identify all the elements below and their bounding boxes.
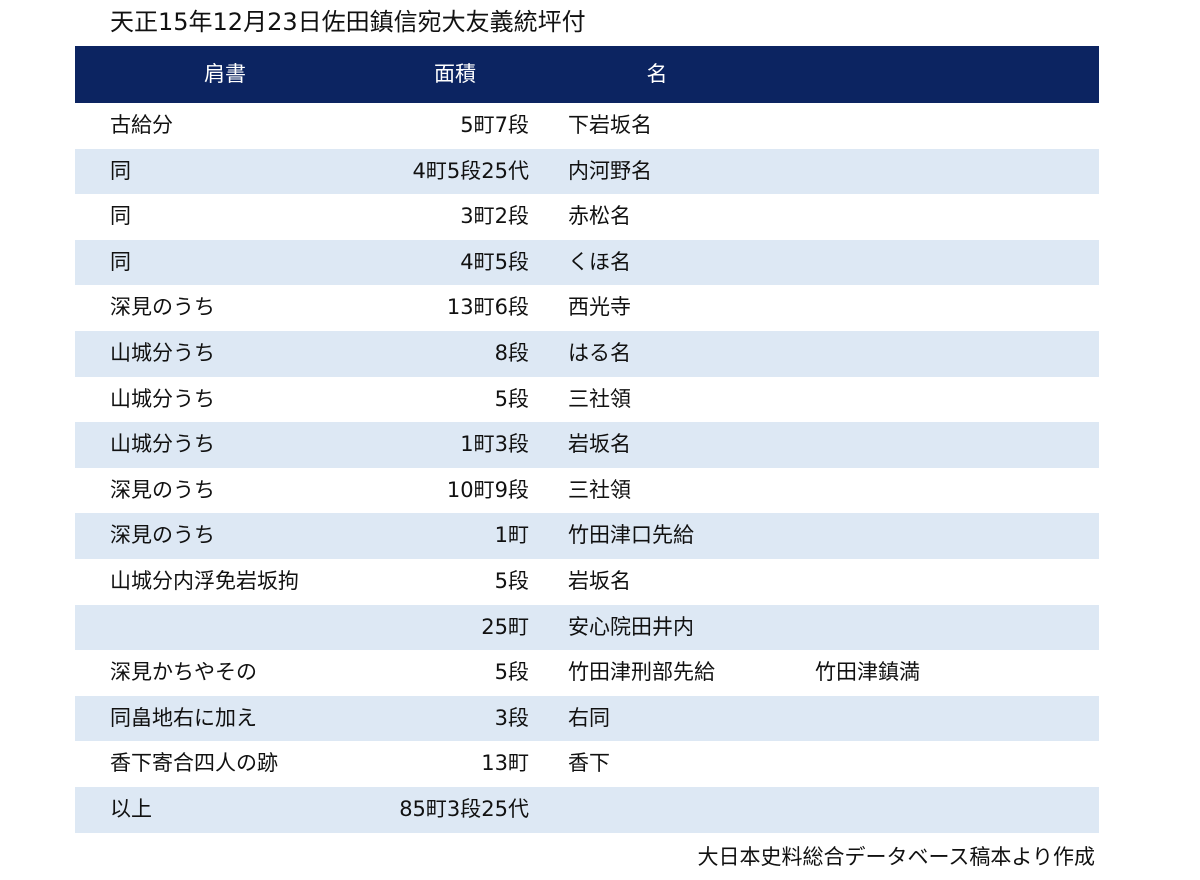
cell-area: 8段 (494, 341, 529, 365)
table-row: 香下寄合四人の跡 13町 香下 (75, 741, 1099, 787)
cell-role: 深見のうち (110, 477, 215, 502)
footnote: 大日本史料総合データベース稿本より作成 (697, 845, 1095, 869)
cell-name: くほ名 (568, 249, 631, 274)
cell-area: 25町 (481, 614, 529, 639)
table-row: 深見かちやその 5段 竹田津刑部先給 竹田津鎮満 (75, 650, 1099, 696)
cell-name: 三社領 (568, 386, 631, 411)
cell-name: 岩坂名 (568, 569, 631, 593)
cell-role: 山城分うち (110, 341, 215, 365)
cell-area: 13町 (481, 751, 529, 776)
cell-area: 5町7段 (460, 113, 529, 137)
cell-area: 4町5段 (460, 249, 529, 274)
cell-role: 山城分うち (110, 386, 215, 411)
cell-name: 安心院田井内 (568, 614, 694, 639)
cell-name: 三社領 (568, 477, 631, 502)
cell-name: 竹田津刑部先給 (568, 660, 715, 685)
cell-area: 13町6段 (446, 295, 529, 320)
table-row: 深見のうち 10町9段 三社領 (75, 468, 1099, 514)
cell-area: 5段 (494, 569, 529, 593)
table-header: 肩書 面積 名 (75, 46, 1099, 103)
title: 天正15年12月23日佐田鎮信宛大友義統坪付 (110, 8, 586, 36)
table-row: 同 4町5段25代 内河野名 (75, 148, 1099, 195)
header-cell: 面積 (434, 62, 476, 86)
cell-name: 内河野名 (568, 158, 652, 183)
table-row: 山城分うち 8段 はる名 (75, 331, 1099, 377)
table-row: 25町 安心院田井内 (75, 604, 1099, 651)
table-row: 山城分内浮免岩坂拘 5段 岩坂名 (75, 559, 1099, 605)
cell-name: 竹田津口先給 (568, 523, 694, 548)
table-row: 深見のうち 13町6段 西光寺 (75, 285, 1099, 331)
cell-role: 古給分 (110, 113, 173, 137)
cell-role: 山城分うち (110, 432, 215, 457)
cell-area: 85町3段25代 (399, 797, 529, 821)
cell-area: 4町5段25代 (412, 158, 529, 183)
cell-name: 岩坂名 (568, 432, 631, 457)
cell-role: 深見かちやその (110, 660, 257, 685)
cell-role: 同畠地右に加え (110, 705, 257, 730)
cell-role: 深見のうち (110, 295, 215, 320)
table-row: 山城分うち 1町3段 岩坂名 (75, 422, 1099, 468)
cell-role: 同 (110, 204, 131, 229)
cell-area: 1町3段 (460, 432, 529, 457)
table-row: 同 4町5段 くほ名 (75, 239, 1099, 286)
header-cell: 名 (646, 62, 668, 86)
cell-role: 同 (110, 158, 131, 183)
cell-name: はる名 (568, 341, 631, 365)
cell-extra: 竹田津鎮満 (815, 660, 920, 685)
cell-role: 山城分内浮免岩坂拘 (110, 569, 299, 593)
cell-name: 下岩坂名 (568, 113, 652, 137)
cell-area: 3段 (494, 705, 529, 730)
header-cell: 肩書 (204, 62, 246, 86)
table-row: 同 3町2段 赤松名 (75, 194, 1099, 240)
table-row: 以上 85町3段25代 (75, 787, 1099, 833)
cell-name: 香下 (568, 751, 610, 776)
cell-area: 10町9段 (446, 477, 529, 502)
cell-area: 5段 (494, 660, 529, 685)
cell-role: 深見のうち (110, 523, 215, 548)
cell-name: 西光寺 (568, 295, 631, 320)
table-row: 山城分うち 5段 三社領 (75, 377, 1099, 423)
cell-role: 同 (110, 249, 131, 274)
cell-role: 以上 (110, 797, 152, 821)
cell-name: 赤松名 (568, 204, 631, 229)
cell-name: 右同 (568, 705, 610, 730)
cell-area: 5段 (494, 386, 529, 411)
table-row: 同畠地右に加え 3段 右同 (75, 695, 1099, 742)
table-row: 深見のうち 1町 竹田津口先給 (75, 513, 1099, 559)
table-row: 古給分 5町7段 下岩坂名 (75, 103, 1099, 149)
cell-role: 香下寄合四人の跡 (110, 751, 278, 776)
cell-area: 1町 (494, 523, 529, 548)
cell-area: 3町2段 (460, 204, 529, 229)
